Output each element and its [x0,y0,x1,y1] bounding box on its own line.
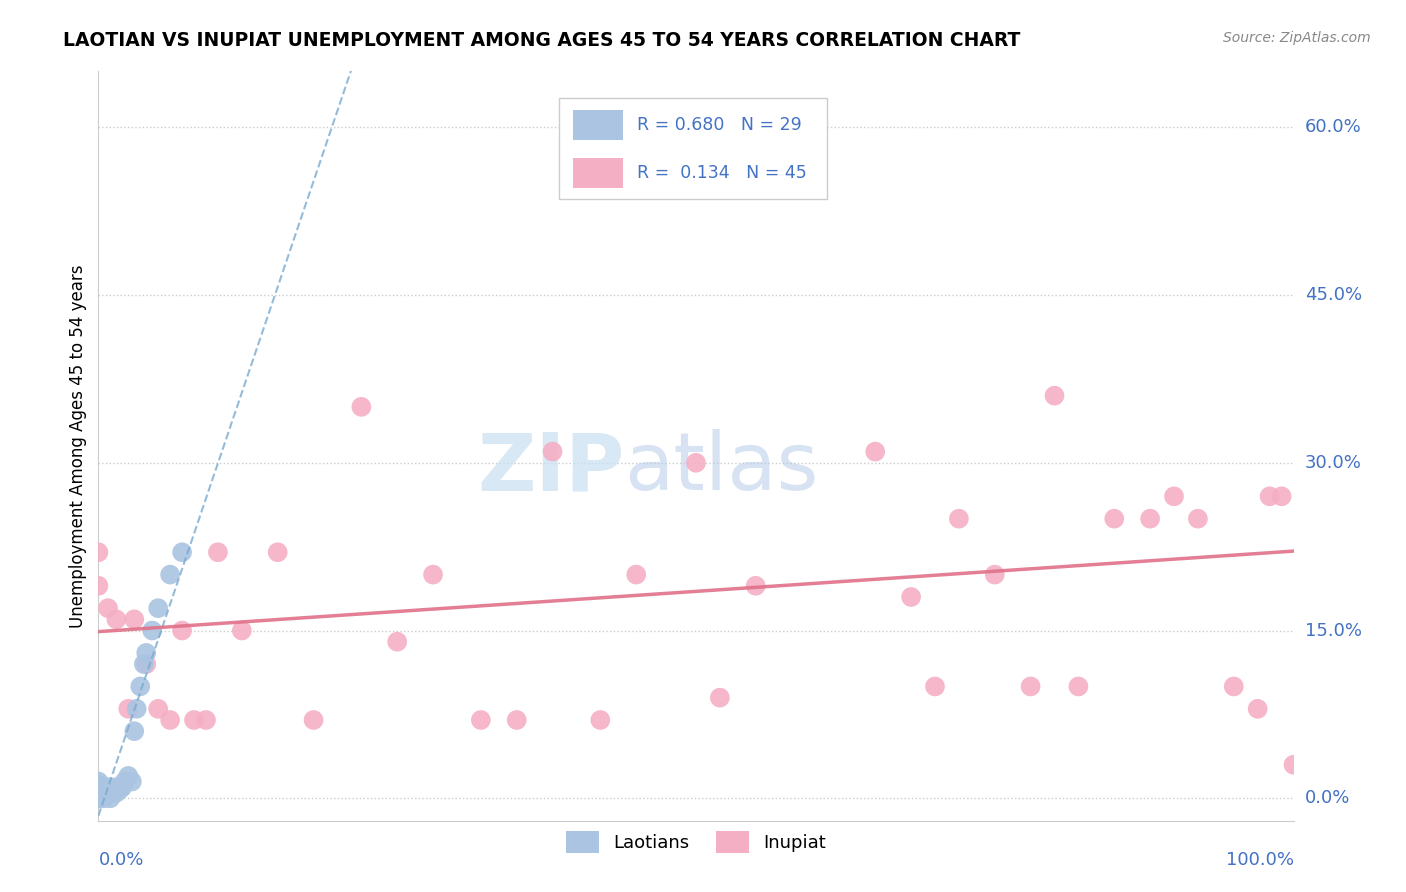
Point [172,624,194,638]
Point [302,713,325,727]
Legend: Laotians, Inupiat: Laotians, Inupiat [558,824,834,860]
Point [87,545,110,559]
Point [900,590,922,604]
Point [87,791,110,805]
FancyBboxPatch shape [572,111,623,140]
Point [1163,489,1185,503]
Point [1104,511,1126,525]
Point [135,657,157,671]
Text: 60.0%: 60.0% [1305,119,1361,136]
Text: 30.0%: 30.0% [1305,454,1361,472]
Point [1187,511,1209,525]
Point [132,657,155,671]
Point [129,680,152,694]
Point [422,567,444,582]
Point [87,782,110,797]
Point [267,545,290,559]
Point [804,120,827,135]
Point [865,444,887,458]
Point [685,456,707,470]
Point [87,780,110,794]
Text: 100.0%: 100.0% [1226,851,1294,869]
Point [1139,511,1161,525]
Point [159,713,181,727]
Point [924,680,946,694]
Point [1019,680,1042,694]
Text: R =  0.134   N = 45: R = 0.134 N = 45 [637,164,807,183]
Point [105,786,128,800]
Point [87,791,110,805]
Point [231,624,253,638]
Point [195,713,218,727]
FancyBboxPatch shape [558,97,827,199]
Y-axis label: Unemployment Among Ages 45 to 54 years: Unemployment Among Ages 45 to 54 years [69,264,87,628]
Point [350,400,373,414]
Point [1067,680,1090,694]
Point [141,624,163,638]
Point [148,601,170,615]
Point [121,774,143,789]
Point [87,579,110,593]
Point [93,791,115,805]
Text: 45.0%: 45.0% [1305,286,1362,304]
Point [385,634,409,648]
Point [470,713,492,727]
Point [98,791,122,805]
Text: 15.0%: 15.0% [1305,622,1361,640]
Text: 0.0%: 0.0% [98,851,143,869]
Point [589,713,612,727]
Text: LAOTIAN VS INUPIAT UNEMPLOYMENT AMONG AGES 45 TO 54 YEARS CORRELATION CHART: LAOTIAN VS INUPIAT UNEMPLOYMENT AMONG AG… [63,31,1021,50]
FancyBboxPatch shape [572,159,623,188]
Point [1223,680,1246,694]
Point [124,612,146,626]
Point [1258,489,1281,503]
Point [87,791,110,805]
Point [87,774,110,789]
Text: Source: ZipAtlas.com: Source: ZipAtlas.com [1223,31,1371,45]
Point [626,567,648,582]
Text: ZIP: ZIP [477,429,624,508]
Point [745,579,768,593]
Point [114,774,136,789]
Point [506,713,529,727]
Point [124,724,146,739]
Point [541,444,564,458]
Point [207,545,229,559]
Point [117,702,139,716]
Point [709,690,731,705]
Point [117,769,139,783]
Point [1282,757,1305,772]
Point [87,778,110,792]
Point [97,601,120,615]
Point [87,786,110,800]
Point [93,786,115,800]
Point [135,646,157,660]
Point [1043,389,1066,403]
Point [1271,489,1294,503]
Point [183,713,205,727]
Text: atlas: atlas [624,429,818,508]
Point [111,780,134,794]
Text: R = 0.680   N = 29: R = 0.680 N = 29 [637,116,803,135]
Point [984,567,1007,582]
Text: 0.0%: 0.0% [1305,789,1350,807]
Point [948,511,970,525]
Point [108,782,131,797]
Point [105,780,128,794]
Point [105,612,128,626]
Point [101,782,124,797]
Point [97,780,120,794]
Point [148,702,170,716]
Point [125,702,148,716]
Point [1247,702,1270,716]
Point [159,567,181,582]
Point [172,545,194,559]
